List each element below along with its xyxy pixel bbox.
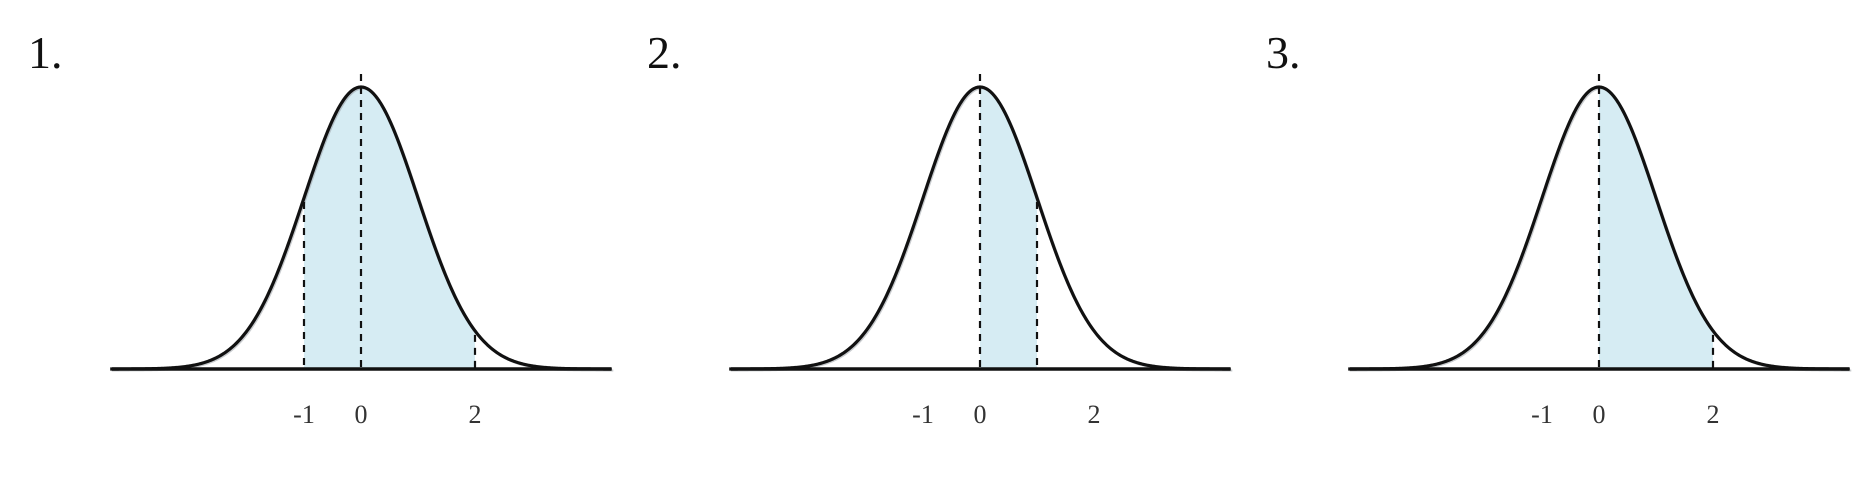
shaded-area bbox=[980, 87, 1037, 369]
tick-label: 2 bbox=[1088, 400, 1101, 429]
tick-label: -1 bbox=[1531, 400, 1553, 429]
panels-group: -1 0 2 1. -1 0 2 2. -1 0 2 3. bbox=[28, 27, 1852, 429]
shaded-area bbox=[1599, 87, 1713, 369]
panel-2: -1 0 2 2. bbox=[647, 27, 1233, 429]
tick-label: 0 bbox=[355, 400, 368, 429]
tick-label: 0 bbox=[974, 400, 987, 429]
tick-label: 0 bbox=[1593, 400, 1606, 429]
panel-label: 2. bbox=[647, 27, 682, 78]
panel-label: 1. bbox=[28, 27, 63, 78]
tick-label: -1 bbox=[293, 400, 315, 429]
shaded-area bbox=[304, 87, 475, 369]
tick-label: -1 bbox=[912, 400, 934, 429]
panel-label: 3. bbox=[1266, 27, 1301, 78]
tick-label: 2 bbox=[469, 400, 482, 429]
tick-label: 2 bbox=[1707, 400, 1720, 429]
panel-3: -1 0 2 3. bbox=[1266, 27, 1852, 429]
panel-1: -1 0 2 1. bbox=[28, 27, 614, 429]
